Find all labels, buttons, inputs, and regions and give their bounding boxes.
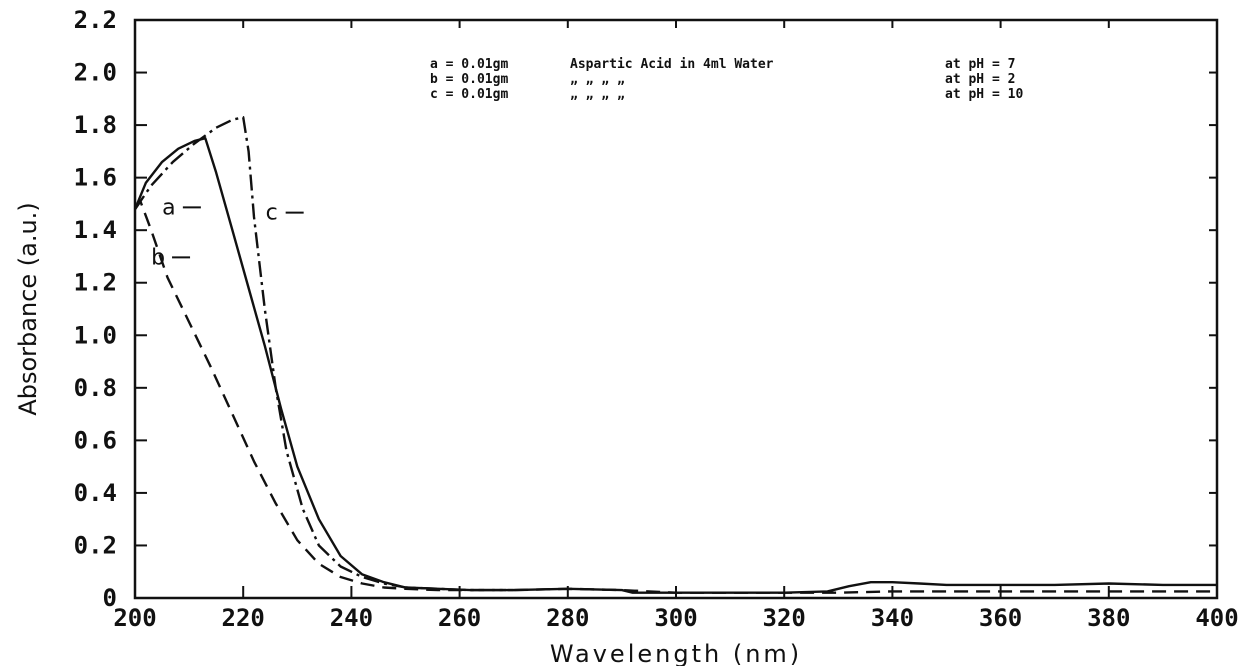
x-tick-label: 380 (1087, 604, 1130, 632)
legend-line-a-amount: a = 0.01gm (430, 57, 508, 72)
y-tick-label: 1.6 (74, 164, 117, 192)
y-tick-label: 1.4 (74, 216, 117, 244)
x-tick-label: 340 (871, 604, 914, 632)
legend-line-a-description: Aspartic Acid in 4ml Water (570, 57, 774, 72)
legend-line-b-amount: b = 0.01gm (430, 72, 508, 87)
legend-line-c-amount: c = 0.01gm (430, 87, 508, 102)
legend-line-b-description: „ „ „ „ (570, 72, 625, 87)
legend-line-b-ph: at pH = 2 (945, 72, 1015, 87)
y-tick-label: 1.8 (74, 111, 117, 139)
x-tick-label: 260 (438, 604, 481, 632)
y-tick-label: 0.8 (74, 374, 117, 402)
series-line-c (134, 115, 514, 592)
x-tick-label: 300 (654, 604, 697, 632)
y-tick-label: 0.4 (74, 479, 117, 507)
x-tick-label: 220 (222, 604, 265, 632)
y-tick-label: 1.2 (74, 269, 117, 297)
series-label-a: a (162, 195, 175, 220)
series-label-b: b (151, 245, 165, 270)
legend-line-a-ph: at pH = 7 (945, 57, 1015, 72)
y-tick-label: 1.0 (74, 321, 117, 349)
y-tick-label: 2.0 (74, 59, 117, 87)
legend-line-c-description: „ „ „ „ (570, 87, 625, 102)
y-tick-label: 0 (103, 584, 117, 612)
series-line-a (133, 136, 1217, 594)
y-tick-label: 0.2 (74, 531, 117, 559)
x-tick-label: 400 (1195, 604, 1238, 632)
legend-line-c-ph: at pH = 10 (945, 87, 1023, 102)
x-tick-label: 360 (979, 604, 1022, 632)
y-tick-label: 0.6 (74, 426, 117, 454)
series-line-b (134, 200, 1217, 594)
x-tick-label: 280 (546, 604, 589, 632)
x-tick-label: 200 (113, 604, 156, 632)
y-axis-label: Absorbance (a.u.) (14, 202, 42, 415)
plot-frame (133, 18, 1219, 600)
x-tick-label: 320 (763, 604, 806, 632)
y-tick-label: 2.2 (74, 6, 117, 34)
series-label-c: c (266, 201, 278, 226)
x-axis-label: Wavelength (nm) (550, 640, 802, 666)
x-tick-label: 240 (330, 604, 373, 632)
